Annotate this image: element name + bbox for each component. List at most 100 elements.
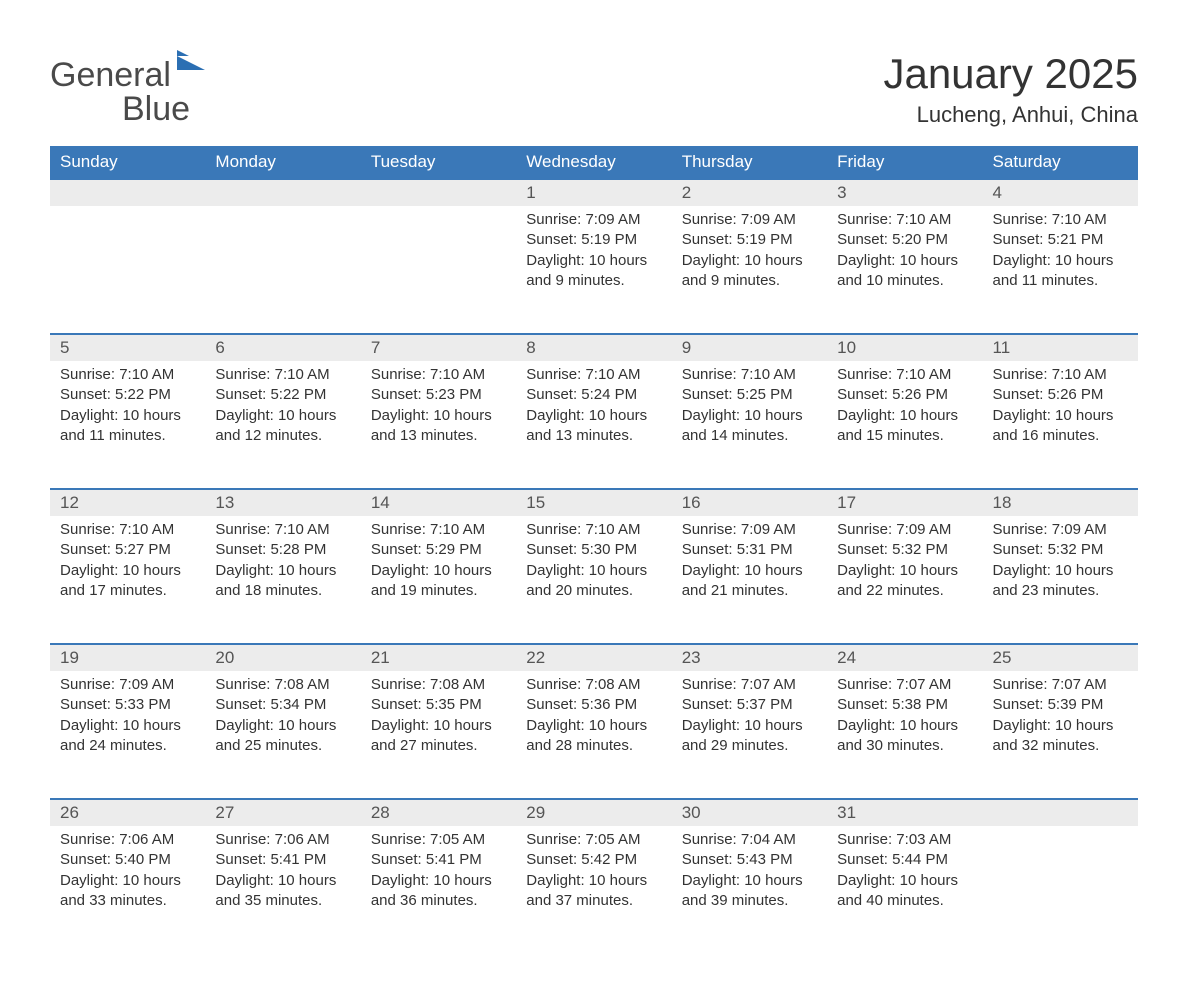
day-number-cell: 27: [205, 799, 360, 826]
sunrise-text: Sunrise: 7:10 AM: [993, 210, 1128, 230]
day-details: Sunrise: 7:07 AMSunset: 5:37 PMDaylight:…: [672, 671, 827, 766]
sunrise-text: Sunrise: 7:06 AM: [215, 830, 350, 850]
sunset-text: Sunset: 5:19 PM: [526, 230, 661, 250]
day-details: Sunrise: 7:06 AMSunset: 5:40 PMDaylight:…: [50, 826, 205, 921]
daylight2-text: and 21 minutes.: [682, 581, 817, 601]
daylight1-text: Daylight: 10 hours: [526, 251, 661, 271]
daylight1-text: Daylight: 10 hours: [837, 251, 972, 271]
day-details: Sunrise: 7:05 AMSunset: 5:42 PMDaylight:…: [516, 826, 671, 921]
daylight1-text: Daylight: 10 hours: [371, 716, 506, 736]
sunset-text: Sunset: 5:28 PM: [215, 540, 350, 560]
sunrise-text: Sunrise: 7:08 AM: [526, 675, 661, 695]
day-number-cell: 20: [205, 644, 360, 671]
sunset-text: Sunset: 5:33 PM: [60, 695, 195, 715]
day-details: Sunrise: 7:05 AMSunset: 5:41 PMDaylight:…: [361, 826, 516, 921]
daylight1-text: Daylight: 10 hours: [60, 871, 195, 891]
day-details: Sunrise: 7:10 AMSunset: 5:25 PMDaylight:…: [672, 361, 827, 456]
daylight2-text: and 37 minutes.: [526, 891, 661, 911]
day-cell: Sunrise: 7:10 AMSunset: 5:26 PMDaylight:…: [983, 361, 1138, 489]
sunset-text: Sunset: 5:27 PM: [60, 540, 195, 560]
day-cell: Sunrise: 7:03 AMSunset: 5:44 PMDaylight:…: [827, 826, 982, 954]
day-cell: Sunrise: 7:07 AMSunset: 5:37 PMDaylight:…: [672, 671, 827, 799]
logo-flag-icon: [177, 50, 205, 70]
day-number-cell: 29: [516, 799, 671, 826]
sunset-text: Sunset: 5:22 PM: [60, 385, 195, 405]
details-row: Sunrise: 7:10 AM Sunset: 5:27 PM Daylight:…: [50, 516, 1138, 644]
empty-cell: [983, 826, 1138, 954]
day-details: Sunrise: 7:10 AMSunset: 5:22 PMDaylight:…: [205, 361, 360, 456]
daylight1-text: Daylight: 10 hours: [371, 406, 506, 426]
daylight1-text: Daylight: 10 hours: [526, 406, 661, 426]
sunrise-text: Sunrise: 7:09 AM: [682, 210, 817, 230]
day-details: Sunrise: 7:10 AMSunset: 5:26 PMDaylight:…: [827, 361, 982, 456]
sunset-text: Sunset: 5:35 PM: [371, 695, 506, 715]
day-details: Sunrise: 7:10 AMSunset: 5:23 PMDaylight:…: [361, 361, 516, 456]
empty-cell: [205, 206, 360, 334]
day-cell: Sunrise: 7:10 AMSunset: 5:24 PMDaylight:…: [516, 361, 671, 489]
daylight2-text: and 18 minutes.: [215, 581, 350, 601]
sunset-text: Sunset: 5:26 PM: [837, 385, 972, 405]
day-cell: Sunrise: 7:08 AMSunset: 5:35 PMDaylight:…: [361, 671, 516, 799]
day-cell: Sunrise: 7:10 AMSunset: 5:30 PMDaylight:…: [516, 516, 671, 644]
sunset-text: Sunset: 5:32 PM: [993, 540, 1128, 560]
daynum-row: 12131415161718: [50, 489, 1138, 516]
day-cell: Sunrise: 7:09 AMSunset: 5:33 PMDaylight:…: [50, 671, 205, 799]
daylight2-text: and 32 minutes.: [993, 736, 1128, 756]
daylight1-text: Daylight: 10 hours: [215, 406, 350, 426]
daylight1-text: Daylight: 10 hours: [837, 406, 972, 426]
sunrise-text: Sunrise: 7:10 AM: [371, 365, 506, 385]
page-header: General Blue January 2025 Lucheng, Anhui…: [50, 50, 1138, 128]
day-cell: Sunrise: 7:05 AMSunset: 5:42 PMDaylight:…: [516, 826, 671, 954]
logo: General Blue: [50, 50, 205, 126]
daylight2-text: and 19 minutes.: [371, 581, 506, 601]
sunrise-text: Sunrise: 7:09 AM: [837, 520, 972, 540]
day-details: Sunrise: 7:09 AMSunset: 5:19 PMDaylight:…: [516, 206, 671, 301]
empty-daynum-cell: [50, 179, 205, 206]
day-details: Sunrise: 7:10 AMSunset: 5:22 PMDaylight:…: [50, 361, 205, 456]
day-number-cell: 28: [361, 799, 516, 826]
daylight2-text: and 20 minutes.: [526, 581, 661, 601]
daylight2-text: and 11 minutes.: [993, 271, 1128, 291]
sunset-text: Sunset: 5:43 PM: [682, 850, 817, 870]
day-details: Sunrise: 7:07 AMSunset: 5:38 PMDaylight:…: [827, 671, 982, 766]
daylight2-text: and 16 minutes.: [993, 426, 1128, 446]
sunrise-text: Sunrise: 7:03 AM: [837, 830, 972, 850]
details-row: Sunrise: 7:10 AM Sunset: 5:22 PM Daylight:…: [50, 361, 1138, 489]
day-cell: Sunrise: 7:10 AMSunset: 5:25 PMDaylight:…: [672, 361, 827, 489]
day-cell: Sunrise: 7:04 AMSunset: 5:43 PMDaylight:…: [672, 826, 827, 954]
daylight1-text: Daylight: 10 hours: [682, 406, 817, 426]
sunrise-text: Sunrise: 7:09 AM: [993, 520, 1128, 540]
day-details: Sunrise: 7:10 AMSunset: 5:27 PMDaylight:…: [50, 516, 205, 611]
calendar-table: SundayMondayTuesdayWednesdayThursdayFrid…: [50, 146, 1138, 954]
daylight2-text: and 17 minutes.: [60, 581, 195, 601]
daylight1-text: Daylight: 10 hours: [837, 561, 972, 581]
month-title: January 2025: [883, 50, 1138, 98]
day-details: Sunrise: 7:07 AMSunset: 5:39 PMDaylight:…: [983, 671, 1138, 766]
daylight1-text: Daylight: 10 hours: [215, 871, 350, 891]
daylight2-text: and 36 minutes.: [371, 891, 506, 911]
day-number-cell: 24: [827, 644, 982, 671]
sunrise-text: Sunrise: 7:10 AM: [526, 520, 661, 540]
sunrise-text: Sunrise: 7:10 AM: [837, 210, 972, 230]
sunrise-text: Sunrise: 7:10 AM: [837, 365, 972, 385]
daylight2-text: and 9 minutes.: [682, 271, 817, 291]
daylight2-text: and 11 minutes.: [60, 426, 195, 446]
daylight2-text: and 39 minutes.: [682, 891, 817, 911]
daylight2-text: and 10 minutes.: [837, 271, 972, 291]
sunrise-text: Sunrise: 7:09 AM: [526, 210, 661, 230]
day-number-cell: 25: [983, 644, 1138, 671]
weekday-header: Saturday: [983, 146, 1138, 179]
day-number-cell: 15: [516, 489, 671, 516]
day-cell: Sunrise: 7:10 AMSunset: 5:21 PMDaylight:…: [983, 206, 1138, 334]
details-row: Sunrise: 7:09 AMSunset: 5:33 PM Daylight:…: [50, 671, 1138, 799]
sunset-text: Sunset: 5:20 PM: [837, 230, 972, 250]
day-details: Sunrise: 7:10 AMSunset: 5:21 PMDaylight:…: [983, 206, 1138, 301]
sunset-text: Sunset: 5:25 PM: [682, 385, 817, 405]
day-cell: Sunrise: 7:07 AMSunset: 5:39 PMDaylight:…: [983, 671, 1138, 799]
sunrise-text: Sunrise: 7:10 AM: [371, 520, 506, 540]
empty-daynum-cell: [361, 179, 516, 206]
daylight2-text: and 12 minutes.: [215, 426, 350, 446]
day-number-cell: 19: [50, 644, 205, 671]
daylight1-text: Daylight: 10 hours: [993, 716, 1128, 736]
sunrise-text: Sunrise: 7:09 AM: [60, 675, 195, 695]
